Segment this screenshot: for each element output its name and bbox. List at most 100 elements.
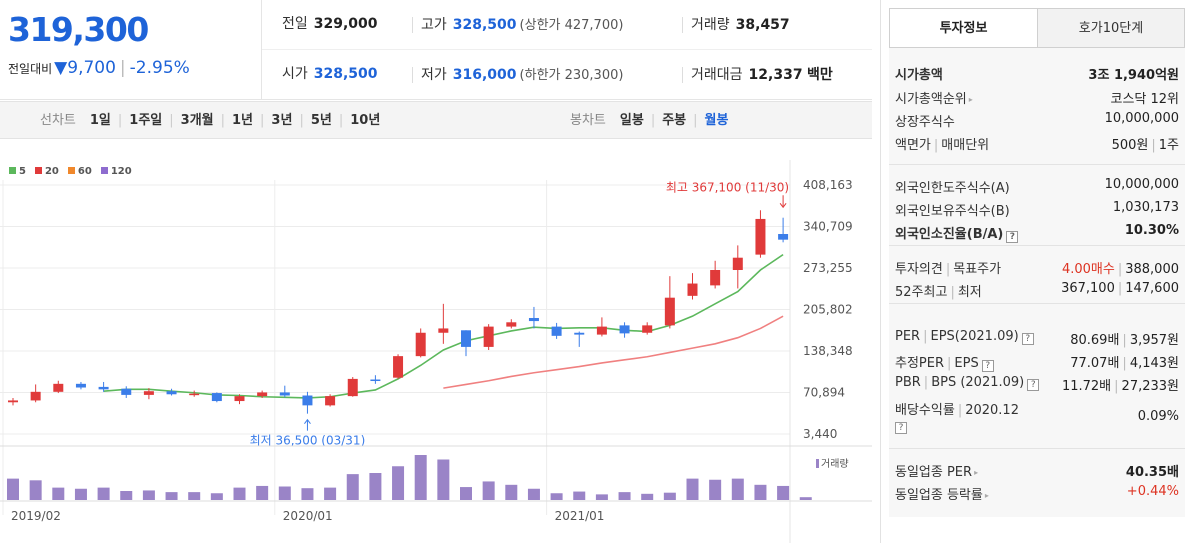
candle-period-button-2[interactable]: 월봉	[704, 113, 729, 128]
candle-body	[189, 393, 200, 396]
chart-canvas[interactable]: 408,163 340,709 273,255 205,802 138,348 70,89…	[0, 160, 872, 543]
info-section-foreign: 외국인한도주식수(A) 10,000,000 외국인보유주식수(B) 1,030…	[889, 165, 1185, 246]
x-axis-label: 2019/02	[11, 509, 61, 523]
line-period-button-5[interactable]: 5년	[310, 113, 332, 128]
volume-bar	[233, 487, 246, 500]
volume-bar	[595, 494, 608, 500]
ma-legend-swatch	[67, 167, 75, 174]
candle-body	[302, 395, 313, 406]
x-axis-label: 2020/01	[283, 509, 333, 523]
candle-body	[8, 400, 18, 403]
candle-chart-periods: 봉차트 일봉 | 주봉 | 월봉	[570, 102, 728, 140]
change-value: 9,700	[67, 58, 116, 78]
high-annotation: 최고 367,100 (11/30)	[666, 180, 789, 194]
toolbar-separator: |	[260, 113, 265, 128]
x-axis-label: 2021/01	[555, 509, 605, 523]
line-period-button-4[interactable]: 3년	[271, 113, 293, 128]
volume-bar	[29, 480, 42, 500]
volume-bar	[731, 478, 744, 500]
line-chart-periods: 선차트 1일 | 1주일 | 3개월 | 1년 | 3년 | 5년 | 10년	[40, 102, 380, 140]
volume-bar	[799, 497, 812, 500]
candle-body	[30, 391, 41, 401]
ma-legend-item-5: 5	[9, 166, 26, 177]
candle-body	[710, 270, 721, 286]
stock-chart: 408,163 340,709 273,255 205,802 138,348 70,89…	[0, 160, 872, 543]
candle-body	[664, 297, 675, 326]
line-period-button-3[interactable]: 1년	[232, 113, 254, 128]
change-rate: -2.95%	[129, 58, 190, 78]
market-cap-rank-row: 시가총액순위 ▸ 코스닥 12위	[895, 92, 1179, 107]
volume: 거래량 38,457	[682, 17, 790, 33]
info-section-peer: 동일업종 PER ▸ 40.35배 동일업종 등락률 ▸ +0.44%	[889, 449, 1185, 518]
tab-order-book[interactable]: 호가10단계	[1037, 8, 1185, 48]
line-period-button-1[interactable]: 1주일	[129, 113, 163, 128]
opinion-row: 투자의견 | 목표주가 4.00매수 | 388,000	[895, 262, 1179, 277]
candle-body	[778, 234, 789, 240]
tab-investment-info[interactable]: 투자정보	[889, 8, 1038, 48]
volume-bar	[482, 481, 495, 500]
day-low: 저가 316,000 (하한가 230,300)	[412, 67, 623, 83]
volume-bar	[663, 492, 676, 500]
volume-bar	[754, 484, 767, 500]
investment-info-panel: 투자정보 호가10단계 시가총액 3조 1,940억원 시가총액순위 ▸ 코스닥 …	[880, 0, 1190, 543]
line-period-button-2[interactable]: 3개월	[180, 113, 214, 128]
y-tick-label: 70,894	[803, 385, 845, 399]
help-icon[interactable]: ?	[1006, 231, 1019, 243]
candle-body	[461, 330, 471, 347]
foreign-ratio-row: 외국인소진율(B/A)? 10.30%	[895, 223, 1179, 243]
week52-row: 52주최고 | 최저 367,100 | 147,600	[895, 281, 1179, 300]
help-icon[interactable]: ?	[1027, 379, 1040, 391]
volume-bar	[641, 493, 654, 500]
foreign-limit-row: 외국인한도주식수(A) 10,000,000	[895, 177, 1179, 196]
candle-body	[393, 356, 404, 378]
line-period-button-0[interactable]: 1일	[89, 113, 111, 128]
candle-body	[166, 391, 177, 395]
expand-arrow-icon: ▸	[968, 95, 973, 104]
y-tick-label: 3,440	[803, 427, 837, 441]
info-tabs: 투자정보 호가10단계	[889, 8, 1185, 48]
ma-legend-swatch	[100, 167, 108, 174]
candle-body	[687, 283, 698, 296]
y-tick-label: 408,163	[803, 178, 853, 192]
volume-bar	[777, 485, 790, 500]
candle-period-button-0[interactable]: 일봉	[619, 113, 644, 128]
face-value-row: 액면가 | 매매단위 500원 | 1주	[895, 138, 1179, 153]
candle-body	[755, 218, 766, 255]
candle-body	[438, 328, 449, 333]
volume-bar	[527, 488, 540, 500]
toolbar-separator: |	[169, 113, 174, 128]
candle-body	[211, 393, 222, 402]
quote-row-2: 시가 328,500 저가 316,000 (하한가 230,300) 거래대금 12,…	[262, 50, 872, 100]
toolbar-separator: |	[299, 113, 304, 128]
volume-swatch	[816, 459, 819, 468]
info-section-market: 시가총액 3조 1,940억원 시가총액순위 ▸ 코스닥 12위 상장주식수 10…	[889, 48, 1185, 165]
candle-body	[143, 391, 154, 395]
line-period-button-6[interactable]: 10년	[350, 113, 381, 128]
candle-body	[234, 396, 245, 402]
volume-bar	[301, 488, 314, 500]
help-icon[interactable]: ?	[895, 422, 907, 434]
volume-bar	[437, 459, 450, 500]
quote-row-1: 전일 329,000 고가 328,500 (상한가 427,700) 거래량 38,4…	[262, 0, 872, 50]
candle-period-button-1[interactable]: 주봉	[662, 113, 687, 128]
help-icon[interactable]: ?	[981, 360, 994, 372]
candle-body	[619, 325, 630, 334]
volume-bar	[618, 492, 631, 500]
high-arrow-icon	[779, 202, 787, 209]
per-row: PER | EPS(2021.09)? 80.69배 | 3,957원	[895, 329, 1179, 348]
volume-bar	[97, 487, 110, 500]
current-price: 319,300	[8, 10, 149, 49]
volume-bar	[414, 455, 427, 500]
candle-body	[53, 383, 64, 392]
y-tick-label: 205,802	[803, 302, 853, 316]
volume-bar	[142, 490, 155, 500]
help-icon[interactable]: ?	[1021, 333, 1034, 345]
volume-bar	[709, 479, 722, 500]
price-summary: 319,300 전일대비 ▼9,700 | -2.95%	[0, 0, 262, 100]
toolbar-separator: |	[693, 113, 698, 128]
volume-bar	[52, 487, 65, 500]
down-arrow-icon: ▼	[54, 58, 68, 78]
moving-average-legend: 5 20 60 120	[9, 166, 141, 177]
candle-body	[279, 392, 290, 396]
